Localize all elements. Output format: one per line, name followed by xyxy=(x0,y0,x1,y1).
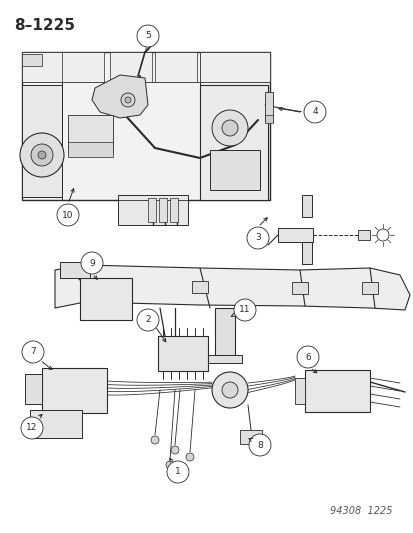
Circle shape xyxy=(296,346,318,368)
Bar xyxy=(159,198,166,222)
Circle shape xyxy=(166,461,173,469)
Circle shape xyxy=(376,229,388,241)
Bar xyxy=(154,52,197,82)
Bar xyxy=(209,150,259,190)
Circle shape xyxy=(221,120,237,136)
Circle shape xyxy=(211,110,247,146)
Text: 4: 4 xyxy=(311,108,317,117)
Bar xyxy=(294,378,304,404)
Polygon shape xyxy=(55,265,409,310)
Circle shape xyxy=(121,93,135,107)
Circle shape xyxy=(22,341,44,363)
Circle shape xyxy=(221,382,237,398)
Bar xyxy=(42,368,107,413)
Bar xyxy=(301,242,311,264)
Bar xyxy=(25,374,42,404)
Circle shape xyxy=(303,101,325,123)
Bar xyxy=(264,92,272,122)
Bar xyxy=(60,262,90,278)
Bar xyxy=(264,115,272,123)
Circle shape xyxy=(31,144,53,166)
Text: 1: 1 xyxy=(175,467,180,477)
Circle shape xyxy=(171,446,178,454)
Text: 12: 12 xyxy=(26,424,38,432)
Bar xyxy=(22,52,269,200)
Bar xyxy=(199,52,269,82)
Circle shape xyxy=(137,25,159,47)
Bar xyxy=(192,281,207,293)
Bar xyxy=(170,198,178,222)
Bar xyxy=(68,142,113,157)
Bar xyxy=(147,198,156,222)
Bar xyxy=(22,85,62,197)
Circle shape xyxy=(20,133,64,177)
Bar xyxy=(214,308,235,358)
Circle shape xyxy=(38,151,46,159)
Circle shape xyxy=(233,299,255,321)
Text: 5: 5 xyxy=(145,31,150,41)
Bar xyxy=(304,370,369,412)
Circle shape xyxy=(57,204,79,226)
Bar xyxy=(357,230,369,240)
Text: 6: 6 xyxy=(304,352,310,361)
Text: 9: 9 xyxy=(89,259,95,268)
Text: 8–1225: 8–1225 xyxy=(14,18,75,33)
Circle shape xyxy=(185,453,194,461)
Text: 11: 11 xyxy=(239,305,250,314)
Polygon shape xyxy=(92,75,147,118)
Bar xyxy=(207,355,242,363)
Text: 3: 3 xyxy=(254,233,260,243)
Bar xyxy=(68,115,113,153)
Bar xyxy=(240,430,261,444)
Circle shape xyxy=(137,309,159,331)
Circle shape xyxy=(81,252,103,274)
Bar xyxy=(158,336,207,371)
Circle shape xyxy=(248,434,271,456)
Bar xyxy=(30,410,82,438)
Circle shape xyxy=(125,97,131,103)
Text: 7: 7 xyxy=(30,348,36,357)
Circle shape xyxy=(211,372,247,408)
Bar xyxy=(291,282,307,294)
Circle shape xyxy=(21,417,43,439)
Circle shape xyxy=(166,461,189,483)
Bar xyxy=(277,228,312,242)
Bar xyxy=(361,282,377,294)
Circle shape xyxy=(247,227,268,249)
Bar xyxy=(301,195,311,217)
Bar xyxy=(199,85,267,200)
Bar xyxy=(80,278,132,320)
Circle shape xyxy=(151,436,159,444)
Text: 2: 2 xyxy=(145,316,150,325)
Bar xyxy=(110,52,152,82)
Bar xyxy=(62,52,104,82)
Bar xyxy=(22,54,42,66)
Text: 94308  1225: 94308 1225 xyxy=(329,506,392,516)
Bar xyxy=(118,195,188,225)
Text: 10: 10 xyxy=(62,211,74,220)
Bar xyxy=(22,52,64,82)
Text: 8: 8 xyxy=(256,440,262,449)
